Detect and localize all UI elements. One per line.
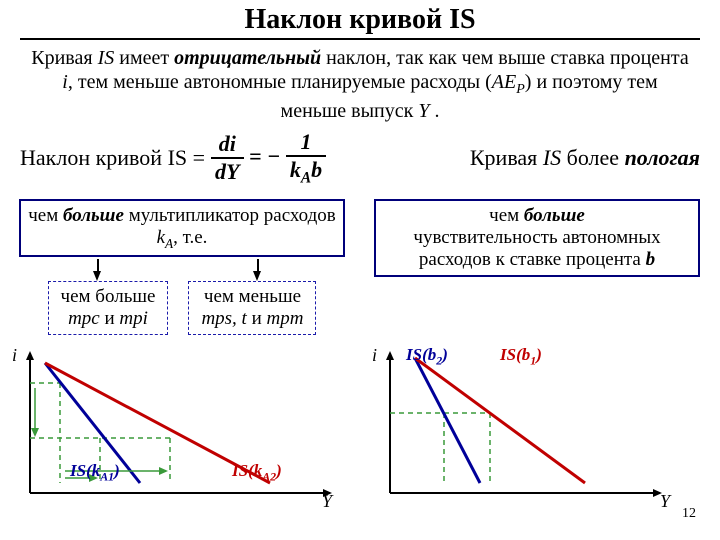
- intro-text: Кривая IS имеет отрицательный наклон, та…: [0, 46, 720, 123]
- axis-Y: Y: [322, 491, 332, 512]
- arrow-head: [93, 271, 101, 281]
- box-multiplier: чем больше мультипликатор расходов kA, т…: [19, 199, 345, 257]
- axis-i: i: [372, 345, 377, 366]
- arrow-head: [253, 271, 261, 281]
- label-is-ka1: IS(kA1): [70, 461, 120, 484]
- label-is-b1: IS(b1): [500, 345, 542, 368]
- box-sensitivity-b: чем большечувствительность автономных ра…: [374, 199, 700, 277]
- graph-left: i Y IS(kA1) IS(kA2): [0, 343, 360, 513]
- axis-Y: Y: [660, 491, 670, 512]
- box-mps: чем меньшеmps, t и mpm: [188, 281, 316, 335]
- slope-prefix: Наклон кривой IS =: [20, 145, 205, 171]
- label-is-ka2: IS(kA2): [232, 461, 282, 484]
- title-rule: [20, 38, 700, 40]
- axis-i: i: [12, 345, 17, 366]
- label-is-b2: IS(b2): [406, 345, 448, 368]
- slope-formula: didY = − 1kAb: [211, 129, 326, 187]
- graph-right: i Y IS(b2) IS(b1): [360, 343, 700, 513]
- page-title: Наклон кривой IS: [0, 0, 720, 36]
- box-mpc: чем большеmpc и mpi: [48, 281, 169, 335]
- flat-text: Кривая IS более пологая: [440, 145, 700, 171]
- page-number: 12: [682, 506, 696, 522]
